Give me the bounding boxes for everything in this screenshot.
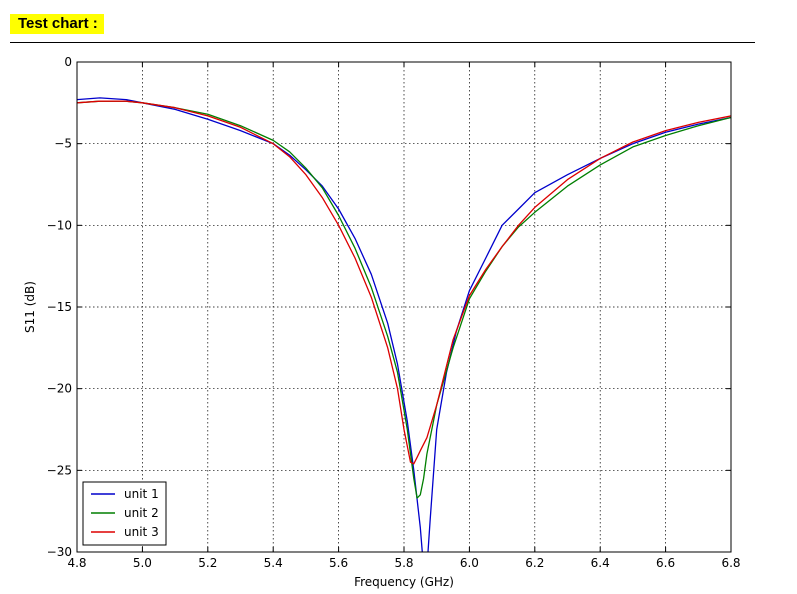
x-tick-label: 5.0: [133, 556, 152, 570]
y-tick-label: −20: [47, 382, 72, 396]
x-tick-label: 6.2: [525, 556, 544, 570]
x-tick-label: 4.8: [67, 556, 86, 570]
legend-label: unit 1: [124, 487, 159, 501]
grid: [77, 62, 731, 552]
x-tick-label: 5.2: [198, 556, 217, 570]
x-tick-label: 5.4: [264, 556, 283, 570]
y-tick-label: 0: [64, 55, 72, 69]
x-tick-label: 5.6: [329, 556, 348, 570]
chart-section-title: Test chart :: [10, 14, 104, 34]
legend: unit 1 unit 2 unit 3: [82, 481, 167, 546]
x-tick-label: 5.8: [394, 556, 413, 570]
series-line-unit-3: [77, 100, 731, 465]
y-axis-label: S11 (dB): [23, 281, 37, 333]
series-line-unit-2: [77, 100, 731, 499]
y-tick-label: −10: [47, 218, 72, 232]
header-divider: [10, 42, 755, 43]
y-tick-label: −5: [54, 137, 72, 151]
axis-ticks: 4.8 5.0 5.2 5.4 5.6 5.8 6.0 6.2 6.4 6.6 6.8 0 −5 −10 −…: [47, 55, 741, 570]
series-lines: [77, 97, 731, 552]
series-line-unit-1: [77, 97, 731, 552]
x-tick-label: 6.4: [591, 556, 610, 570]
legend-label: unit 2: [124, 506, 159, 520]
y-tick-label: −15: [47, 300, 72, 314]
x-axis-label: Frequency (GHz): [354, 575, 454, 589]
y-tick-label: −25: [47, 463, 72, 477]
x-tick-label: 6.8: [721, 556, 740, 570]
x-tick-label: 6.6: [656, 556, 675, 570]
legend-label: unit 3: [124, 525, 159, 539]
x-tick-label: 6.0: [460, 556, 479, 570]
y-tick-label: −30: [47, 545, 72, 559]
